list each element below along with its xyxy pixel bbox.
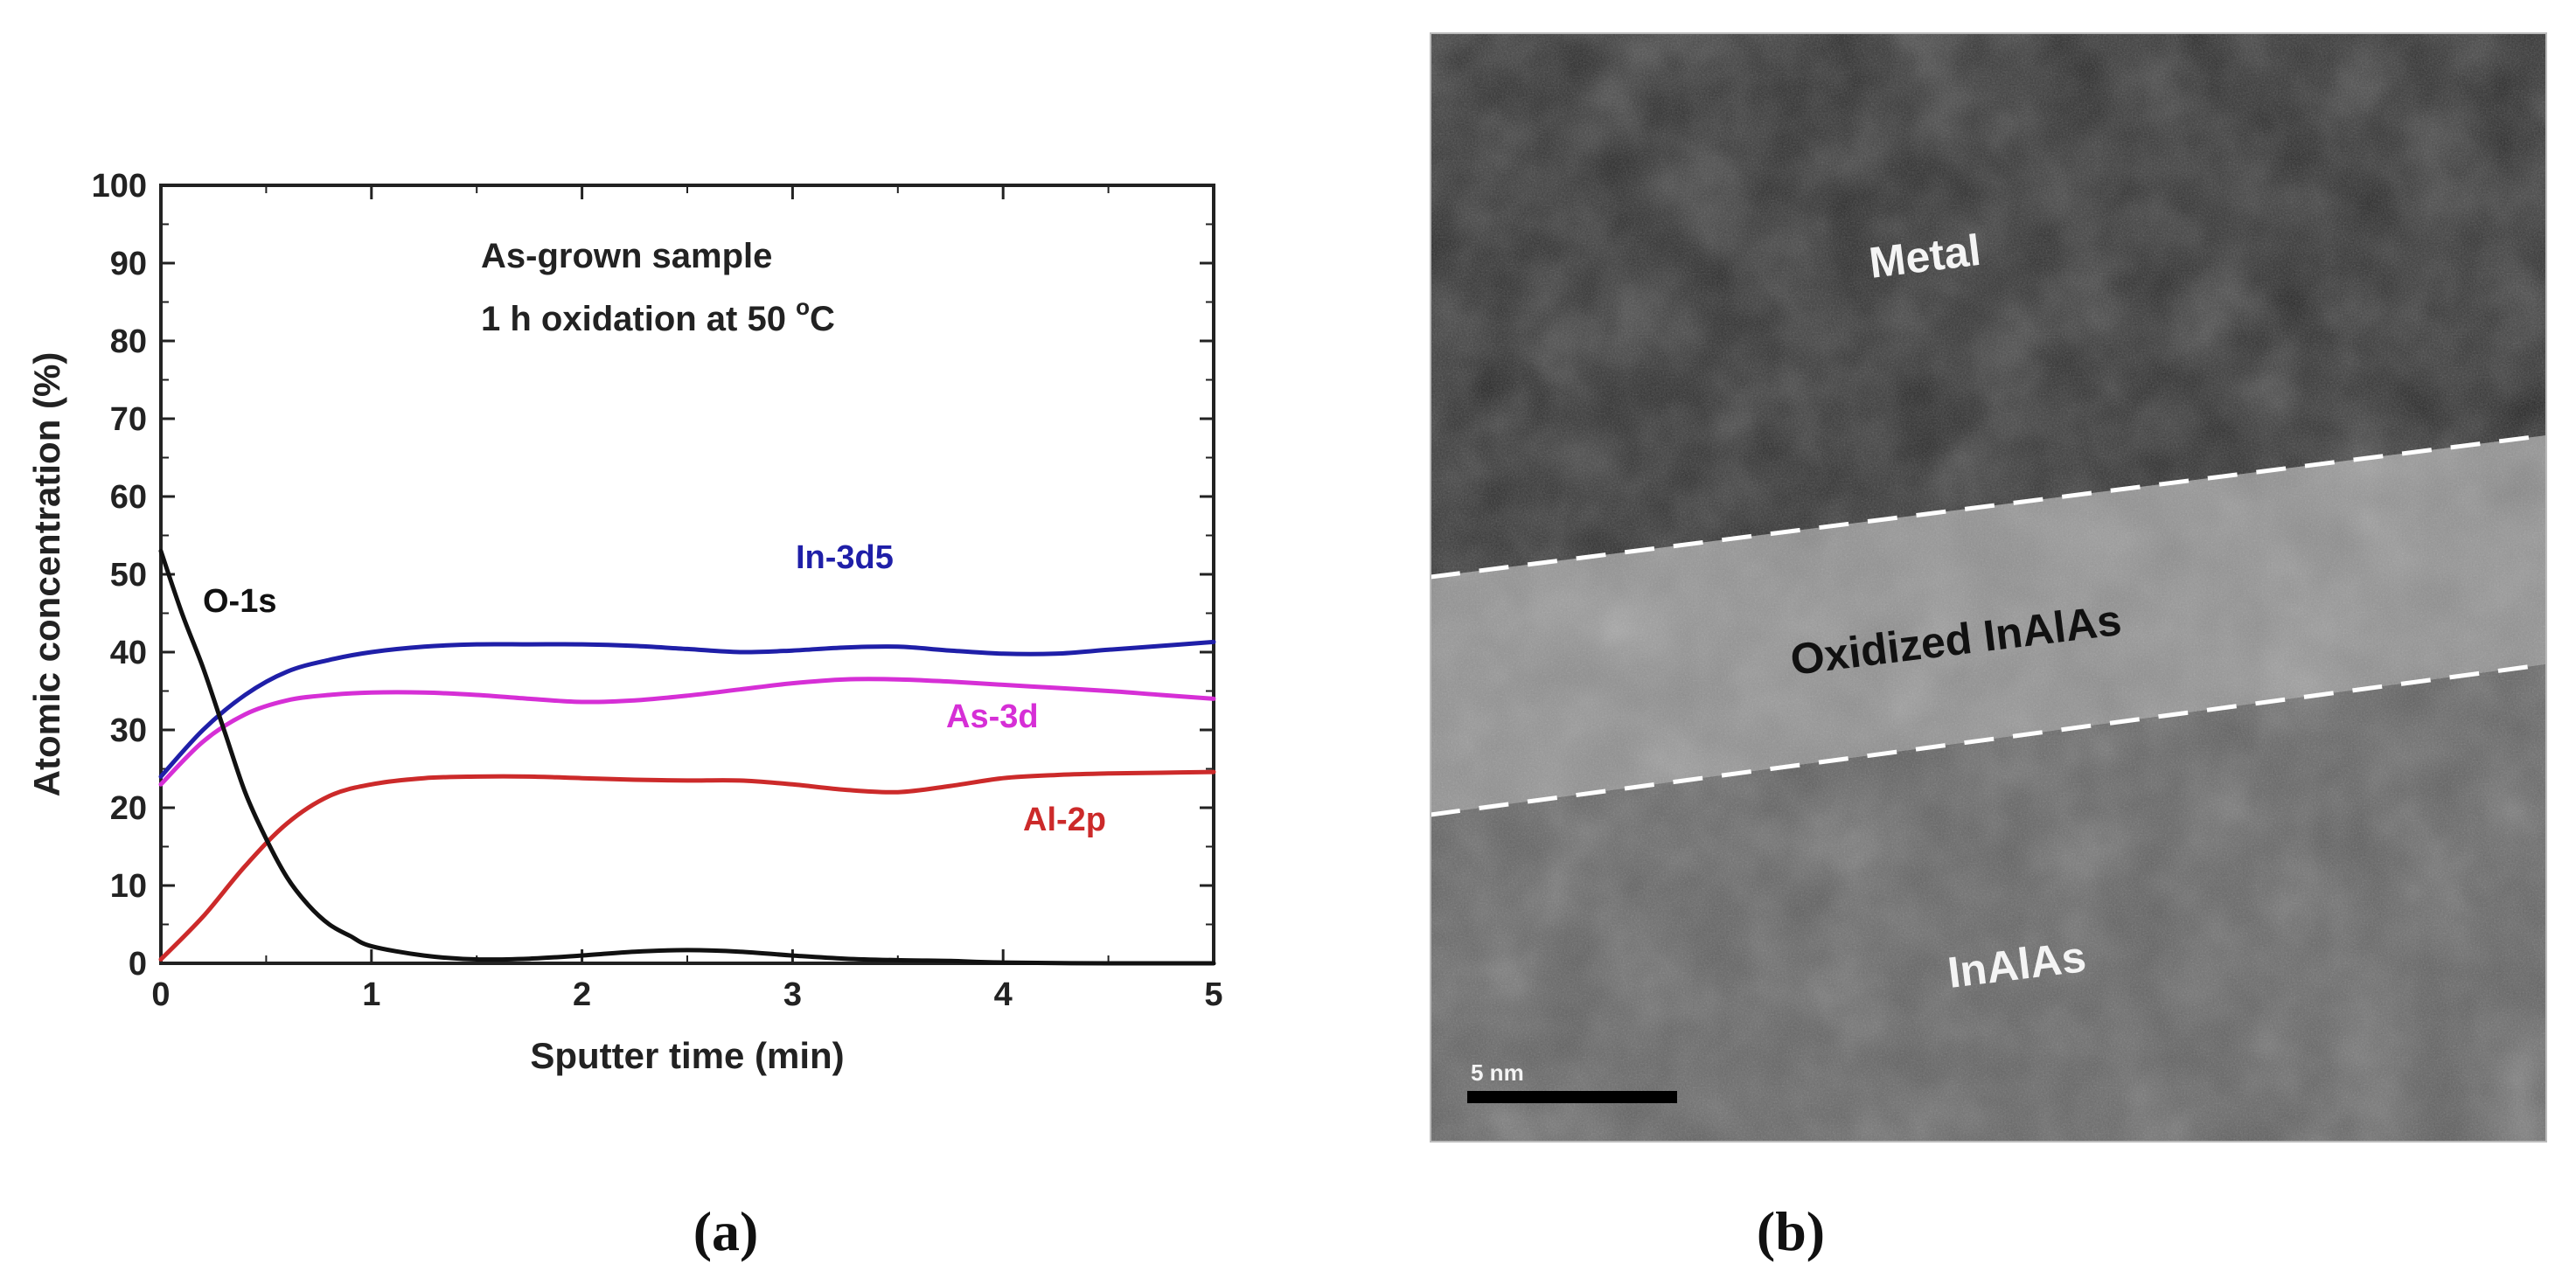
panel-a-chart: 0 10 20 30 40 50 60 70 80 90 100 0 1 2 3 4 5 Sputter ti… — [26, 168, 1223, 1076]
y-tick-label-0: 0 — [129, 946, 147, 983]
series-label-in3d5: In-3d5 — [796, 539, 894, 576]
series-line-in-3d5 — [158, 639, 1216, 779]
series-line-al-2p — [158, 769, 1216, 962]
y-axis-ticks: 0 10 20 30 40 50 60 70 80 90 100 — [92, 168, 1214, 983]
series-label-o1s: O-1s — [203, 583, 276, 620]
subtitle-prefix: 1 h oxidation at 50 — [481, 300, 796, 338]
x-axis-ticks: 0 1 2 3 4 5 — [151, 185, 1223, 1013]
tem-noise-texture — [1431, 33, 2546, 1142]
tem-frame — [1430, 32, 2547, 1143]
x-tick-label-5: 5 — [1204, 976, 1222, 1013]
subtitle-degree: o — [796, 294, 810, 320]
panel-b-tem-image: Metal Oxidized InAlAs InAlAs 5 nm — [1431, 33, 2546, 1142]
y-axis-label: Atomic concentration (%) — [26, 352, 67, 797]
y-tick-label-10: 10 — [110, 868, 147, 905]
upper-interface-line — [1431, 433, 2546, 580]
series-line-o-1s — [158, 548, 1216, 966]
chart-subtitle: 1 h oxidation at 50 oC — [481, 294, 835, 338]
lower-interface-line — [1431, 662, 2546, 817]
caption-b: (b) — [1757, 1200, 1825, 1262]
y-tick-label-30: 30 — [110, 712, 147, 749]
y-tick-label-80: 80 — [110, 323, 147, 360]
series-label-al2p: Al-2p — [1023, 802, 1106, 838]
x-tick-label-3: 3 — [783, 976, 802, 1013]
y-tick-label-50: 50 — [110, 557, 147, 594]
x-axis-label: Sputter time (min) — [530, 1035, 844, 1076]
scale-bar-label: 5 nm — [1471, 1059, 1524, 1086]
x-tick-label-1: 1 — [362, 976, 380, 1013]
y-tick-label-20: 20 — [110, 790, 147, 827]
x-tick-label-2: 2 — [573, 976, 591, 1013]
y-tick-label-70: 70 — [110, 401, 147, 438]
series-line-as-3d — [158, 677, 1216, 787]
series-lines — [158, 548, 1216, 966]
y-tick-label-90: 90 — [110, 246, 147, 282]
subtitle-unit: C — [810, 300, 835, 338]
y-tick-label-40: 40 — [110, 635, 147, 671]
chart-title: As-grown sample — [481, 237, 772, 275]
y-tick-label-100: 100 — [92, 168, 147, 205]
x-tick-label-4: 4 — [994, 976, 1013, 1013]
caption-a: (a) — [693, 1200, 759, 1262]
scale-bar — [1467, 1091, 1677, 1103]
x-tick-label-0: 0 — [151, 976, 170, 1013]
series-label-as3d: As-3d — [946, 698, 1039, 735]
y-tick-label-60: 60 — [110, 479, 147, 516]
